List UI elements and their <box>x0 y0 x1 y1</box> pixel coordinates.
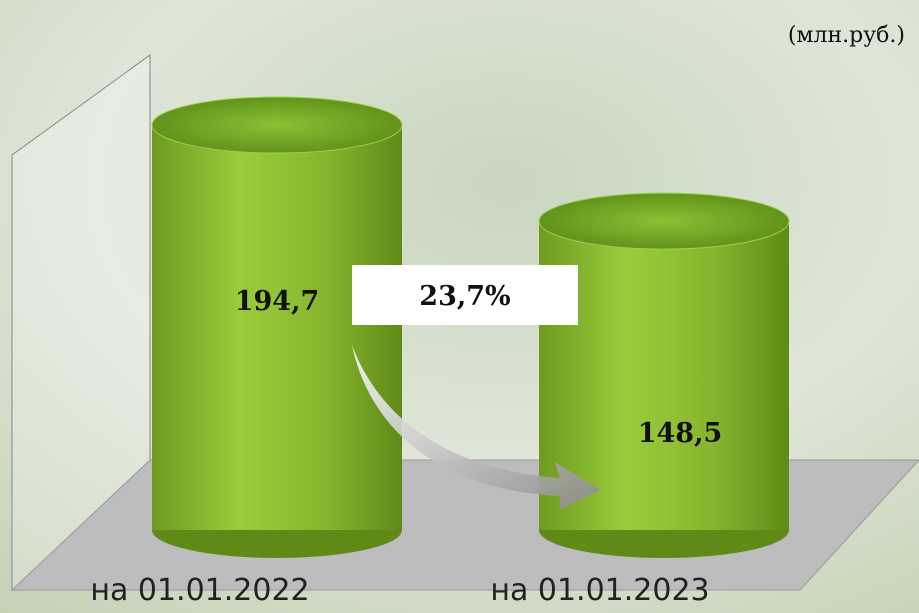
x-tick-label: на 01.01.2023 <box>490 573 709 608</box>
x-tick-label: на 01.01.2022 <box>90 573 309 608</box>
bar <box>151 96 403 558</box>
bar-body <box>152 125 402 531</box>
annotation: 23,7% <box>419 281 510 312</box>
bar <box>538 192 790 558</box>
value-label: 194,7 <box>235 286 320 317</box>
bar-top <box>151 96 403 154</box>
bar-top <box>538 192 790 250</box>
unit-label: (млн.руб.) <box>788 23 905 48</box>
change-arrow <box>352 345 600 510</box>
value-label: 148,5 <box>638 418 723 449</box>
annotation-box <box>352 265 578 325</box>
